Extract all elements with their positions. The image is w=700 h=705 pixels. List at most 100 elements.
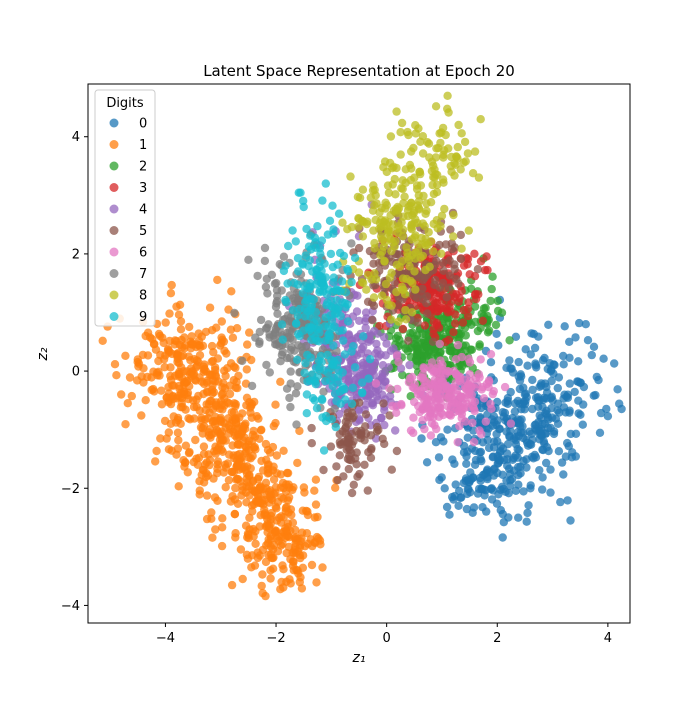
data-point <box>516 469 525 478</box>
data-point <box>217 541 227 551</box>
data-point <box>357 344 366 354</box>
data-point <box>264 320 273 329</box>
data-point <box>603 412 613 421</box>
data-point <box>557 458 567 467</box>
data-point <box>286 579 295 588</box>
data-point <box>331 483 340 492</box>
data-point <box>411 285 420 294</box>
data-point <box>183 468 192 477</box>
data-point <box>426 431 436 440</box>
data-point <box>207 385 217 394</box>
data-point <box>452 275 461 284</box>
data-point <box>347 399 357 408</box>
data-point <box>202 514 212 524</box>
data-point <box>468 169 478 178</box>
data-point <box>444 283 454 292</box>
data-point <box>205 303 215 312</box>
data-point <box>379 163 388 172</box>
y-tick-label: 4 <box>72 130 80 145</box>
data-point <box>250 561 260 570</box>
data-point <box>420 273 429 282</box>
data-point <box>415 167 424 176</box>
data-point <box>440 484 449 493</box>
data-point <box>355 193 365 202</box>
data-point <box>337 277 347 286</box>
data-point <box>350 363 360 372</box>
data-point <box>172 302 181 311</box>
data-point <box>238 356 247 366</box>
data-point <box>581 320 590 329</box>
data-point <box>332 361 342 370</box>
data-point <box>514 513 523 522</box>
data-point <box>167 280 176 290</box>
data-point <box>231 402 240 411</box>
data-point <box>493 296 502 306</box>
data-point <box>314 337 324 346</box>
data-point <box>500 382 510 392</box>
data-point <box>526 350 535 359</box>
data-point <box>431 102 441 111</box>
data-point <box>412 361 422 371</box>
data-point <box>453 142 462 152</box>
data-point <box>312 404 322 413</box>
data-point <box>230 509 239 519</box>
data-point <box>397 118 407 128</box>
data-point <box>460 137 470 147</box>
data-point <box>382 201 391 210</box>
data-point <box>289 278 299 288</box>
data-point <box>208 533 217 542</box>
data-point <box>221 483 230 492</box>
data-point <box>407 372 417 382</box>
data-point <box>190 414 199 423</box>
data-point <box>406 352 415 362</box>
data-point <box>348 354 357 363</box>
data-point <box>493 306 503 316</box>
data-point <box>470 290 480 300</box>
data-point <box>546 465 555 474</box>
data-point <box>268 442 278 452</box>
data-point <box>478 503 487 512</box>
data-point <box>299 196 308 206</box>
data-point <box>385 384 394 393</box>
data-point <box>547 376 556 386</box>
data-point <box>596 408 606 418</box>
legend-label: 0 <box>139 117 147 132</box>
data-point <box>243 340 252 349</box>
data-point <box>450 260 459 269</box>
data-point <box>279 565 288 574</box>
series-6 <box>371 339 516 447</box>
data-point <box>432 320 442 330</box>
data-point <box>155 331 165 341</box>
y-axis-label: z₂ <box>35 347 51 361</box>
data-point <box>462 504 472 514</box>
series-8 <box>338 91 485 326</box>
data-point <box>288 306 298 315</box>
data-point <box>437 128 446 137</box>
data-point <box>456 254 466 264</box>
data-point <box>487 404 496 413</box>
data-point <box>427 166 437 176</box>
data-point <box>427 358 437 367</box>
data-point <box>117 390 126 399</box>
data-point <box>291 389 301 398</box>
data-point <box>291 237 300 246</box>
data-point <box>312 578 321 587</box>
data-point <box>308 541 317 551</box>
data-point <box>281 295 290 305</box>
data-point <box>494 341 503 350</box>
data-point <box>396 150 405 159</box>
data-point <box>583 336 593 345</box>
data-point <box>439 150 448 159</box>
data-point <box>245 513 254 522</box>
data-point <box>439 178 448 187</box>
data-point <box>298 551 308 560</box>
data-point <box>345 375 354 384</box>
data-point <box>291 535 301 544</box>
data-point <box>400 192 409 201</box>
data-point <box>230 308 239 318</box>
data-point <box>419 191 428 201</box>
data-point <box>301 358 310 368</box>
data-point <box>363 486 372 495</box>
data-point <box>254 414 263 423</box>
data-point <box>527 429 536 439</box>
